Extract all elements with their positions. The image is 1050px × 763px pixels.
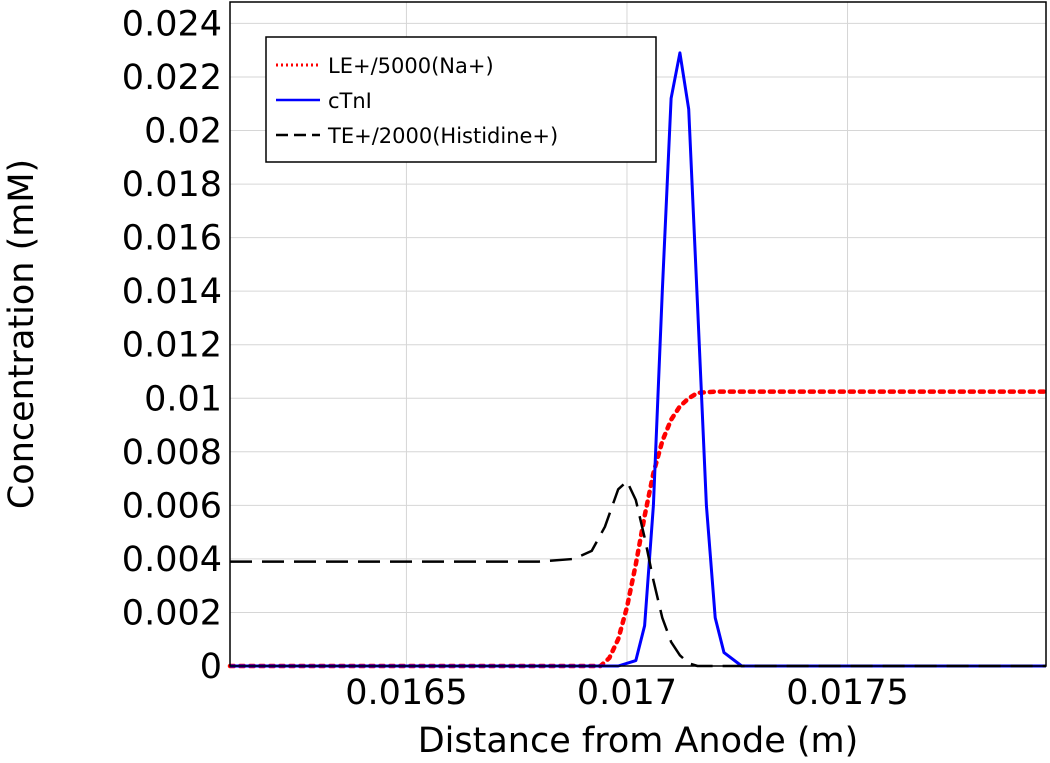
plot-frame	[229, 1, 1047, 667]
y-axis-title: Concentration (mM)	[2, 159, 42, 509]
legend-label-2: TE+/2000(Histidine+)	[327, 124, 558, 148]
series-line-0	[227, 389, 1049, 669]
y-tick-label: 0.012	[122, 326, 222, 366]
x-tick-label: 0.017	[577, 673, 677, 713]
y-tick-label: 0	[200, 647, 222, 687]
y-tick-label: 0.018	[122, 165, 222, 205]
y-tick-label: 0.024	[122, 4, 222, 44]
legend: LE+/5000(Na+) cTnI TE+/2000(Histidine+)	[265, 36, 657, 163]
x-axis-title: Distance from Anode (m)	[418, 721, 859, 761]
y-tick-label: 0.022	[122, 58, 222, 98]
y-tick-label: 0.002	[122, 593, 222, 633]
y-tick-label: 0.008	[122, 433, 222, 473]
series-line-1	[230, 51, 1046, 668]
y-tick-label: 0.006	[122, 486, 222, 526]
y-tick-label: 0.004	[122, 540, 222, 580]
y-tick-label: 0.02	[144, 112, 222, 152]
series-line-2	[230, 480, 1046, 668]
legend-label-0: LE+/5000(Na+)	[328, 54, 494, 78]
x-tick-label: 0.0165	[345, 673, 467, 713]
y-tick-label: 0.014	[122, 272, 222, 312]
tick-labels: 0 0.002 0.004 0.006 0.008 0.01 0.012 0.014 0.016…	[122, 4, 909, 713]
legend-label-1: cTnI	[328, 89, 372, 113]
y-tick-label: 0.016	[122, 219, 222, 259]
x-tick-label: 0.0175	[786, 673, 908, 713]
y-tick-label: 0.01	[144, 379, 222, 419]
legend-box	[265, 36, 657, 163]
